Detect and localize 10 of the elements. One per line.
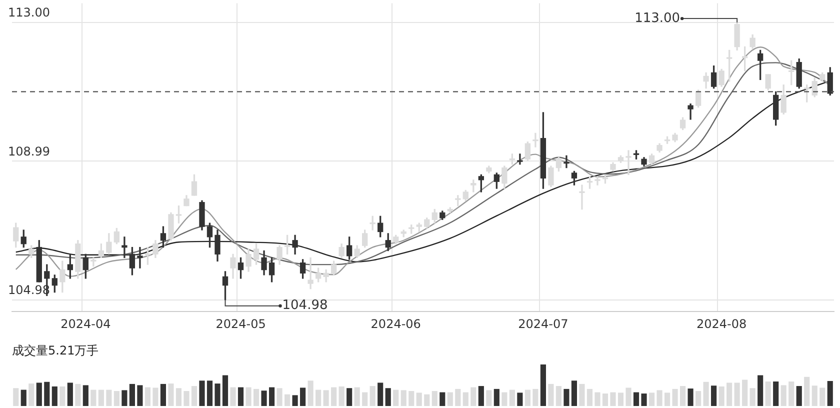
- y-tick-label: 108.99: [8, 144, 50, 158]
- annotation: 104.98: [282, 298, 328, 314]
- x-tick-label: 2024-05: [216, 316, 266, 331]
- annotation: 113.00: [634, 10, 680, 26]
- x-tick-label: 2024-08: [696, 316, 747, 331]
- x-tick-label: 2024-04: [60, 316, 111, 331]
- x-tick-label: 2024-06: [370, 316, 421, 331]
- y-tick-label: 113.00: [8, 6, 50, 20]
- chart-title: 成交量5.21万手: [12, 343, 99, 358]
- x-tick-label: 2024-07: [518, 316, 568, 331]
